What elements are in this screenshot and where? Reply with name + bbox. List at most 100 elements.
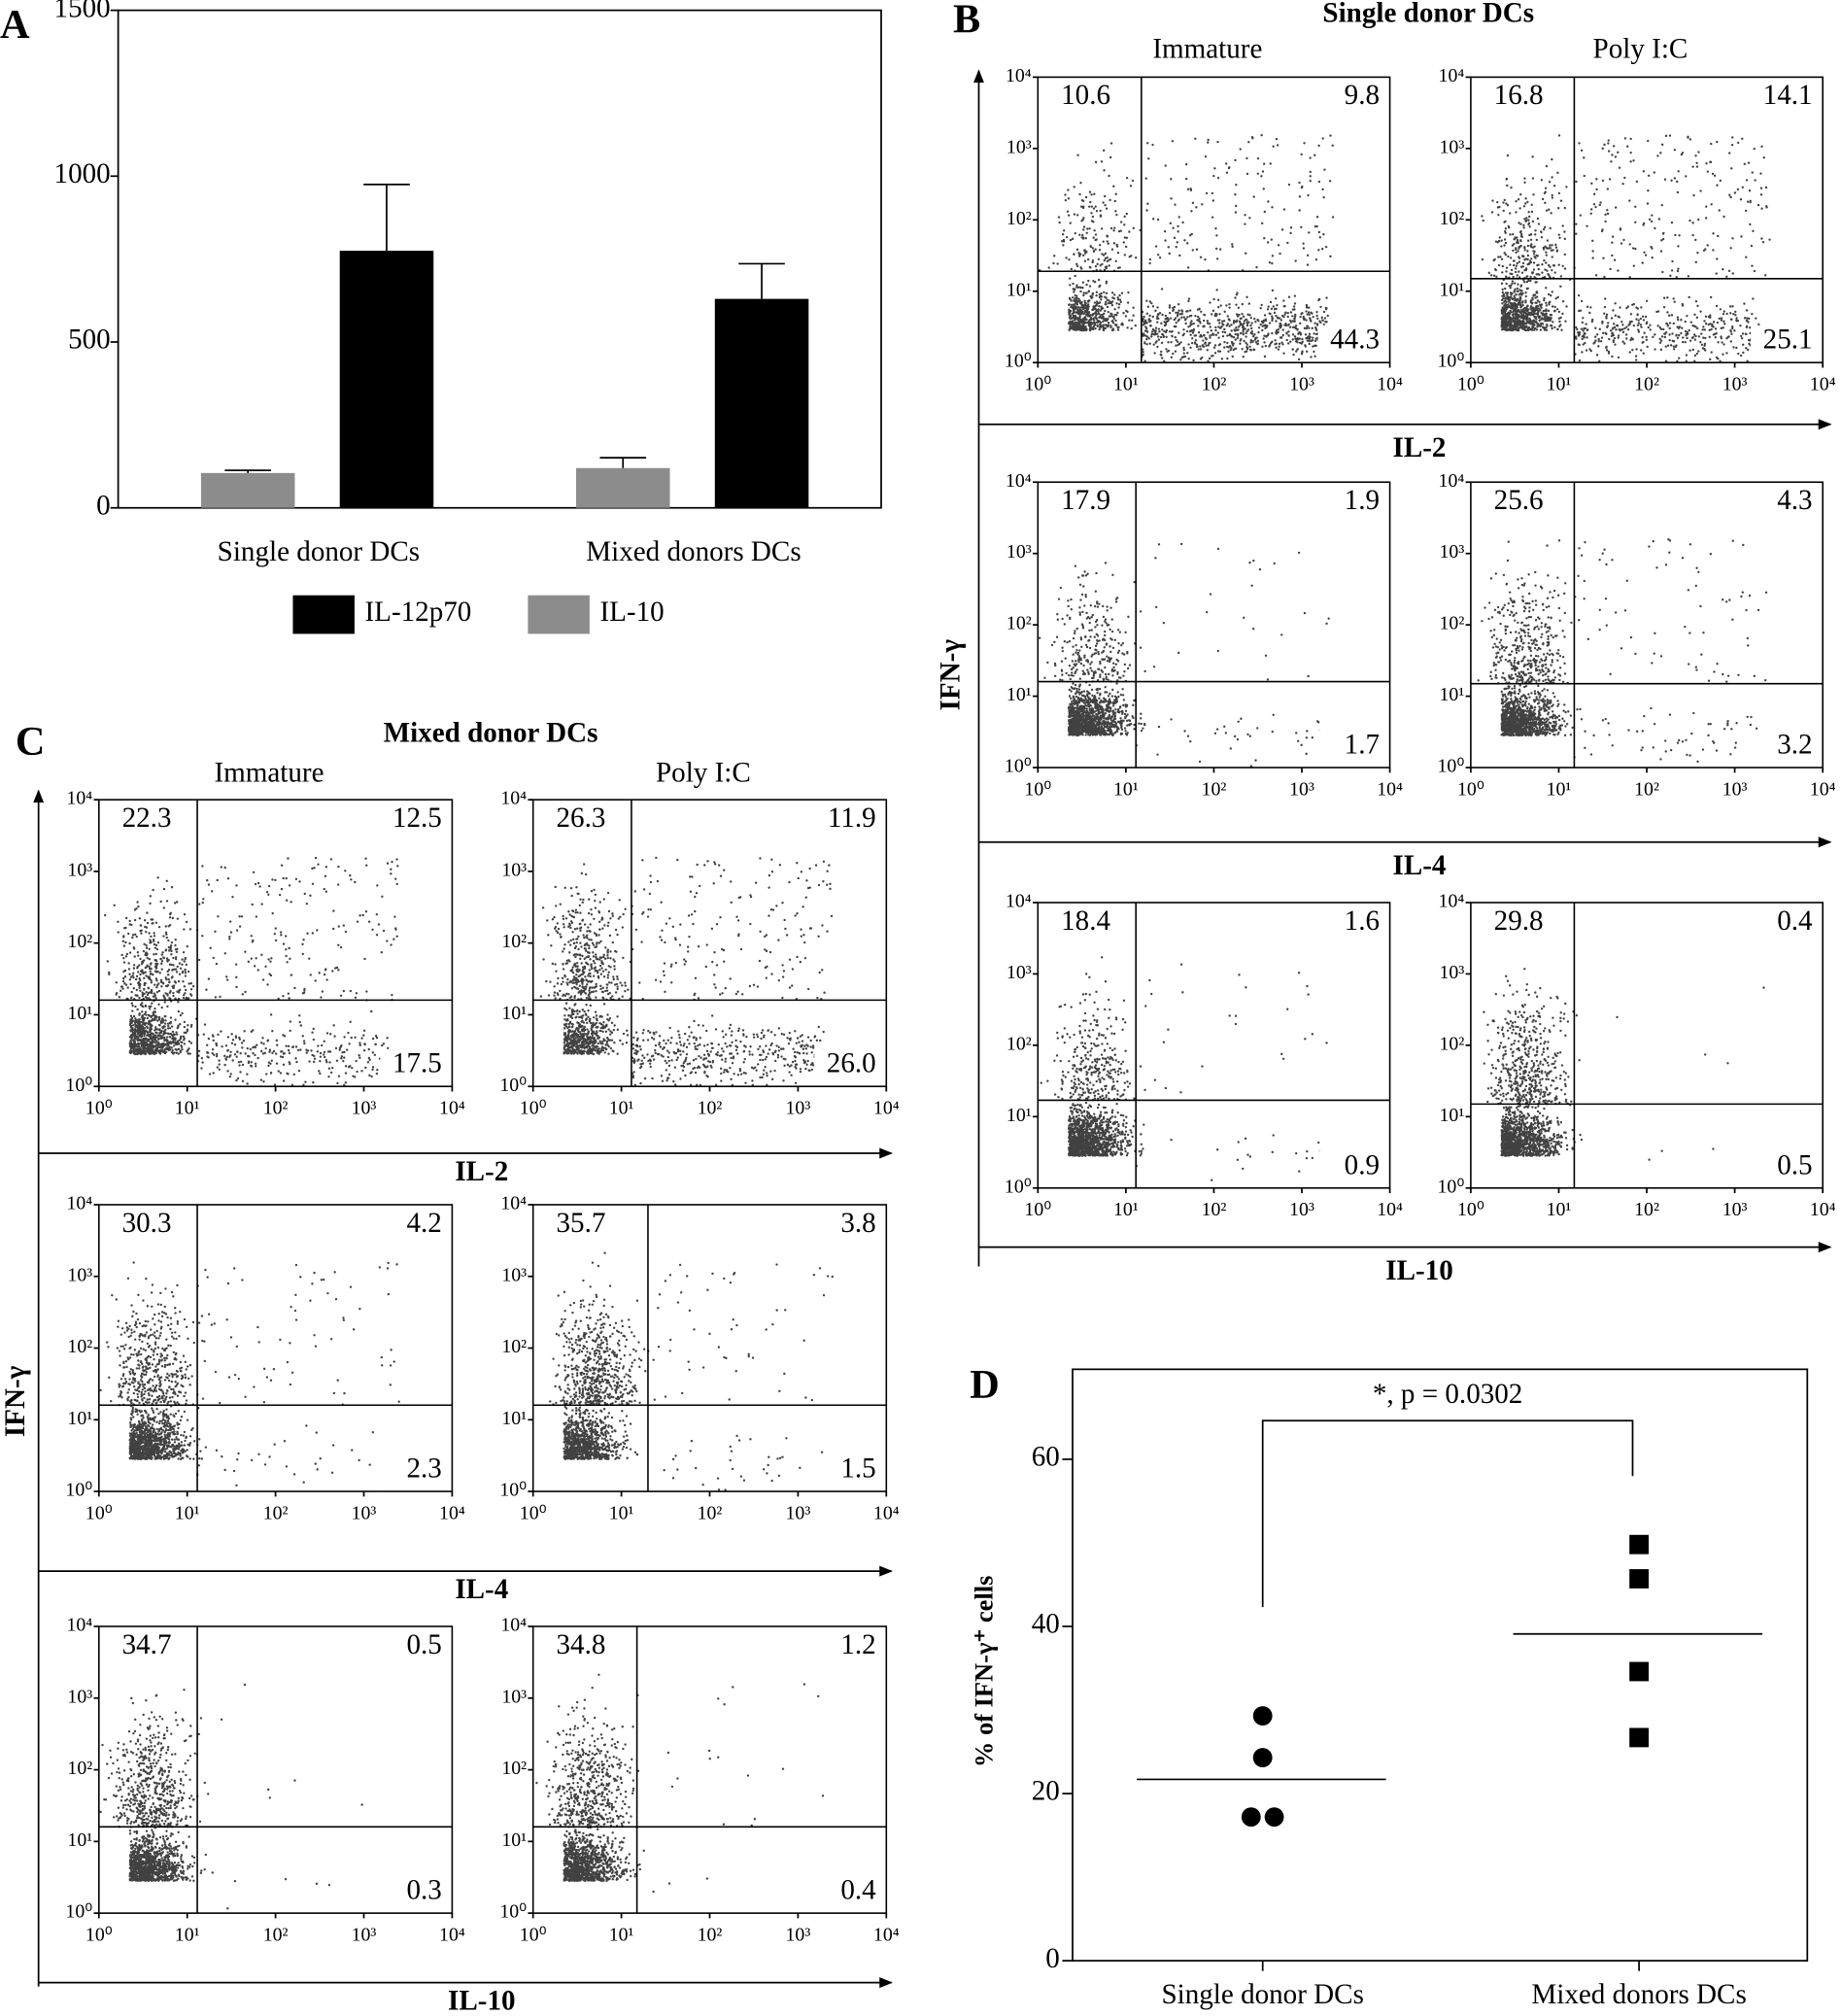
quadrant-label-bg (1751, 81, 1818, 115)
y-tick-label: 10¹ (501, 1408, 527, 1429)
x-tick-label: 10⁰ (520, 1924, 547, 1945)
x-tick-label: 10² (263, 1098, 289, 1119)
x-tick-label: Mixed donors DCs (1531, 1979, 1746, 2010)
x-tick-label: Single donor DCs (218, 536, 420, 567)
x-tick-label: 10⁴ (1810, 1199, 1836, 1220)
bar (200, 472, 295, 508)
quadrant-label: 34.7 (122, 1629, 172, 1660)
x-tick-label: 10¹ (1547, 374, 1572, 395)
quadrant-label: 4.3 (1777, 485, 1812, 516)
panel-label: D (970, 1362, 1000, 1408)
x-tick-label: 10⁴ (873, 1098, 900, 1119)
x-tick-label: 10² (1634, 374, 1659, 395)
x-tick-label: 10³ (1289, 778, 1314, 800)
y-tick-label: 10⁰ (499, 1075, 527, 1096)
quadrant-label-bg (117, 1208, 185, 1243)
event-dots (539, 856, 834, 1086)
quadrant-label-bg (551, 1208, 618, 1243)
y-tick-label: 10³ (1440, 962, 1465, 983)
quadrant-label-bg (117, 1629, 185, 1664)
quadrant-label: 11.9 (828, 803, 876, 834)
y-tick-label: 10⁰ (1005, 1176, 1032, 1197)
y-tick-label: 10⁰ (1438, 351, 1465, 372)
x-tick-label: 10⁴ (439, 1098, 465, 1119)
y-tick-label: 10³ (501, 1686, 527, 1707)
x-tick-label: 10¹ (175, 1098, 200, 1119)
y-tick-label: 10⁴ (500, 788, 527, 809)
quadrant-label: 26.3 (557, 803, 606, 834)
panel-label: A (0, 2, 30, 48)
quadrant-label-bg (1751, 1150, 1818, 1184)
y-tick-label: 10⁴ (1006, 891, 1032, 912)
y-tick-label: 10⁴ (1439, 891, 1465, 912)
error-bar (738, 262, 785, 299)
quadrant-label-bg (551, 1629, 618, 1664)
data-point (1629, 1727, 1650, 1748)
x-tick-label: 10² (698, 1924, 723, 1945)
x-tick-label: 10⁴ (1377, 374, 1403, 395)
y-tick-label: 10¹ (67, 1408, 92, 1429)
x-tick-label: 10² (263, 1502, 289, 1523)
panel-title: Single donor DCs (1322, 0, 1534, 29)
quadrant-label: 16.8 (1494, 80, 1544, 111)
quadrant-label: 29.8 (1494, 905, 1544, 937)
event-dots (1481, 134, 1771, 362)
event-dots (535, 1673, 825, 1894)
x-tick-label: 10⁴ (1810, 778, 1836, 800)
quadrant-label-bg (1751, 905, 1818, 940)
y-tick-label: 10² (501, 931, 527, 952)
y-tick-label: 10² (67, 1758, 92, 1779)
x-axis-label: IL-2 (455, 1156, 508, 1187)
y-tick-label: 10³ (1440, 541, 1465, 563)
legend-label: IL-12p70 (364, 597, 471, 628)
quadrant-label: 25.6 (1494, 485, 1544, 516)
quadrant-label: 25.1 (1763, 325, 1813, 356)
y-tick-label: 20 (1032, 1776, 1060, 1807)
y-tick-label: 10² (1006, 208, 1032, 229)
x-tick-label: 10¹ (1113, 778, 1139, 800)
plot-frame (117, 9, 882, 509)
quadrant-label: 35.7 (557, 1208, 606, 1239)
quadrant-label-bg (814, 1629, 882, 1664)
y-tick-label: 10² (67, 931, 92, 952)
legend-swatch (292, 595, 355, 634)
quadrant-label: 0.4 (1777, 905, 1813, 937)
x-tick-label: 10⁴ (439, 1924, 465, 1945)
x-tick-label: 10¹ (609, 1502, 634, 1523)
y-tick-label: 10⁰ (65, 1075, 92, 1096)
quadrant-label: 0.3 (406, 1875, 441, 1906)
quadrant-label-bg (1055, 81, 1123, 115)
data-point (1252, 1748, 1273, 1767)
quadrant-label-bg (380, 1629, 448, 1664)
y-tick-label: 40 (1032, 1609, 1060, 1640)
x-tick-label: Single donor DCs (1161, 1979, 1363, 2010)
y-tick-label: 60 (1032, 1442, 1060, 1473)
x-tick-label: 10³ (352, 1098, 377, 1119)
significance-bracket (1261, 1419, 1634, 1608)
event-dots (1038, 542, 1330, 768)
quadrant-label: 17.5 (392, 1048, 442, 1079)
y-tick-label: 10¹ (1440, 1105, 1465, 1126)
x-tick-label: 10³ (1723, 778, 1748, 800)
legend-swatch (528, 595, 590, 634)
x-axis-label: IL-4 (455, 1574, 508, 1605)
quadrant-label-bg (814, 1208, 882, 1243)
event-dots (1038, 134, 1335, 362)
x-tick-label: 10¹ (175, 1502, 200, 1523)
y-tick-label: 10⁰ (499, 1901, 527, 1923)
x-tick-label: 10⁰ (520, 1502, 547, 1523)
x-tick-label: 10³ (1289, 374, 1314, 395)
column-label: Immature (1152, 34, 1262, 65)
event-dots (1483, 968, 1765, 1181)
error-bar (363, 183, 410, 252)
bar (714, 298, 809, 508)
x-tick-label: 10² (1634, 1199, 1659, 1220)
x-tick-label: 10² (1634, 778, 1659, 800)
plot-frame (1072, 1368, 1809, 1962)
y-tick-label: 10¹ (1440, 279, 1465, 300)
x-tick-label: 10⁴ (873, 1502, 900, 1523)
x-tick-label: 10⁰ (85, 1924, 113, 1945)
x-tick-label: 10² (1202, 1199, 1227, 1220)
quadrant-label-bg (1317, 81, 1385, 115)
y-tick-label: 10² (1006, 613, 1032, 634)
